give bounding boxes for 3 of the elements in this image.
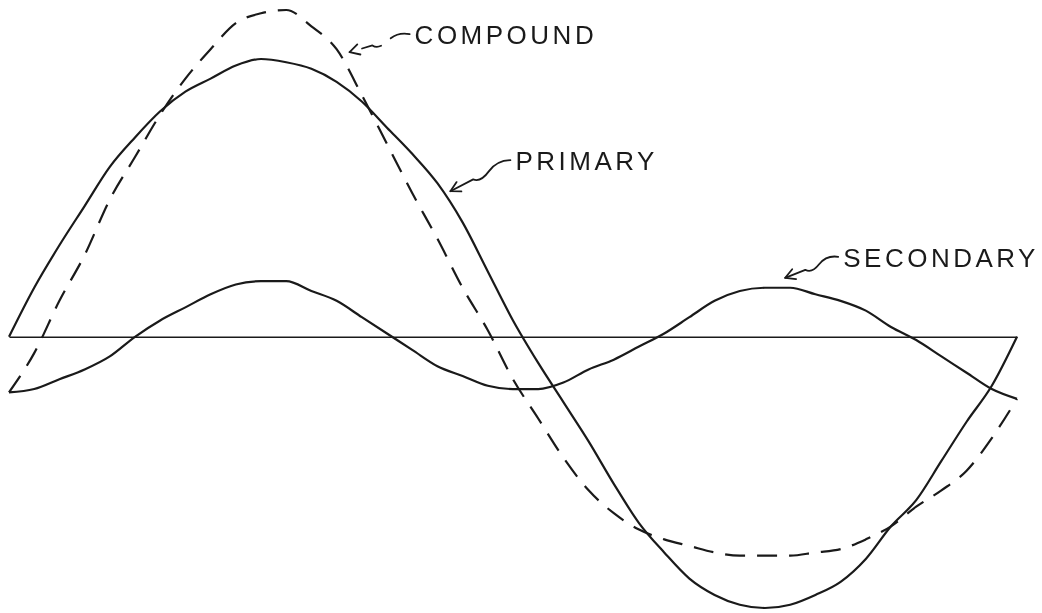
legend-label: SECONDARY <box>843 242 1039 273</box>
legend-label: COMPOUND <box>414 20 598 51</box>
legend-label: PRIMARY <box>515 146 658 177</box>
